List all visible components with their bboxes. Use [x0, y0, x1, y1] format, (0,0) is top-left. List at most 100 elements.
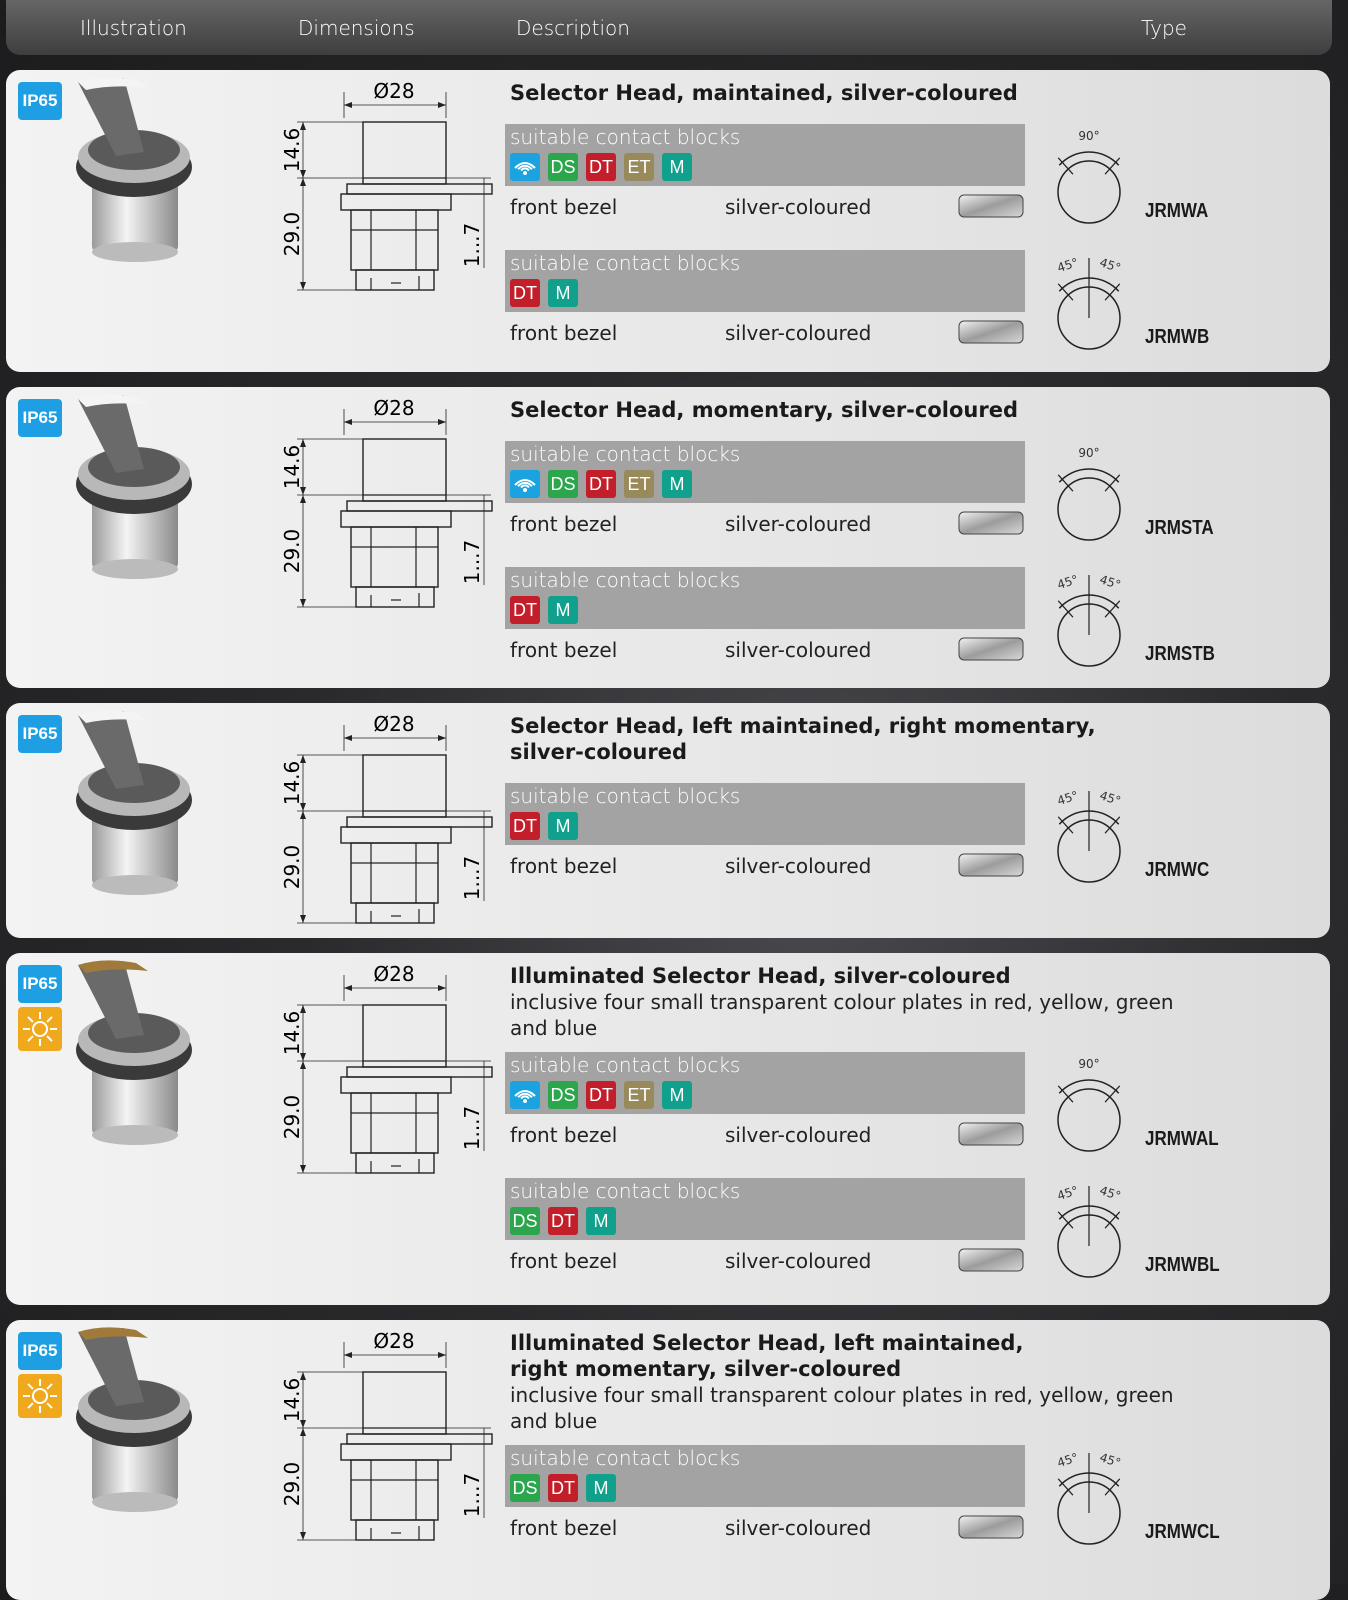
spacer: [505, 1041, 1145, 1052]
bezel-swatch: [958, 1122, 1024, 1146]
switching-angle-dial: 45° 45°: [1055, 1450, 1123, 1545]
contact-block: ET: [624, 1081, 654, 1109]
sun-core: [32, 1021, 48, 1037]
dial-arc: [1058, 468, 1120, 483]
bezel-swatch: [958, 320, 1024, 344]
sun-ray: [46, 1402, 53, 1409]
switching-angle-dial: 45° 45°: [1055, 788, 1123, 883]
photo-base: [92, 559, 178, 579]
product-note: inclusive four small transparent colour …: [510, 990, 1174, 1014]
description: Selector Head, left maintained, right mo…: [505, 713, 1209, 909]
bezel-colour: silver-coloured: [725, 854, 872, 878]
contact-box: suitable contact blocks DS DT M: [505, 1178, 1025, 1240]
bezel-colour: silver-coloured: [725, 1123, 872, 1147]
angle-label: 90°: [1078, 446, 1099, 460]
bezel-colour: silver-coloured: [725, 1249, 872, 1273]
bezel-colour: silver-coloured: [725, 1516, 872, 1540]
product-photo: [76, 960, 192, 1145]
sun-ray: [27, 1035, 34, 1042]
sun-ray: [46, 1035, 53, 1042]
dial-arc: [1058, 151, 1120, 166]
protection-badge: IP65: [18, 965, 62, 1003]
dial-tick: [1057, 1085, 1074, 1103]
contact-block: DS: [510, 1207, 540, 1235]
dimension-label: 14.6: [280, 445, 304, 490]
dimension-label: 29.0: [280, 529, 304, 574]
wave: [517, 481, 533, 487]
swatch-rect: [958, 1515, 1024, 1539]
product-title: right momentary, silver-coloured: [510, 1357, 902, 1381]
contact-blocks: DS DT M: [510, 1474, 616, 1502]
dot: [523, 171, 527, 175]
wave: [520, 484, 530, 489]
dial-tick: [1104, 157, 1121, 175]
sun-ray: [46, 1016, 53, 1023]
photo-body: [92, 499, 178, 569]
type-code: JRMWCL: [1145, 1521, 1220, 1543]
contact-label: suitable contact blocks: [510, 568, 741, 592]
dimension-label: 1...7: [460, 223, 484, 268]
photo-body: [92, 1432, 178, 1502]
dimension-label: Ø28: [373, 79, 414, 103]
column-heading: Illustration: [80, 16, 187, 40]
contact-block: M: [662, 470, 692, 498]
bezel-swatch: [958, 1248, 1024, 1272]
protection-badge: IP65: [18, 399, 62, 437]
contact-block: M: [662, 1081, 692, 1109]
contact-blocks: DT M: [510, 596, 578, 624]
dimension-label: 1...7: [460, 1473, 484, 1518]
wireless-block: [510, 1081, 540, 1109]
swatch-rect: [958, 1248, 1024, 1272]
dial-circle: [1057, 1088, 1121, 1152]
dimension-drawing: Ø28 14.6 29.0 1...7: [280, 712, 493, 924]
protection-badge: IP65: [18, 1332, 62, 1370]
contact-block: M: [662, 153, 692, 181]
dial-tick: [1104, 1085, 1121, 1103]
description: Selector Head, maintained, silver-colour…: [505, 80, 1209, 372]
drawing-outline: [355, 1152, 435, 1174]
contact-label: suitable contact blocks: [510, 1179, 741, 1203]
dimension-label: 29.0: [280, 1095, 304, 1140]
photo-knob-top: [78, 960, 148, 973]
product-panel: IP65 Ø28 14.6 29.0 1...7 Selector Head, momen…: [6, 387, 1330, 688]
dimension-drawing: Ø28 14.6 29.0 1...7: [280, 79, 493, 291]
dial-tick: [1104, 600, 1121, 618]
type-code: JRMWBL: [1145, 1254, 1220, 1276]
angle-label: 45°: [1098, 788, 1123, 808]
drawing-outline: [350, 1459, 439, 1521]
product-photo: [76, 77, 192, 262]
bezel-swatch: [958, 1515, 1024, 1539]
drawing-outline: [350, 209, 439, 271]
wave: [514, 162, 536, 169]
bezel-colour: silver-coloured: [725, 195, 872, 219]
bezel-colour: silver-coloured: [725, 512, 872, 536]
contact-box: suitable contact blocks DT M: [505, 250, 1025, 312]
dimension-drawing: Ø28 14.6 29.0 1...7: [280, 396, 493, 608]
contact-label: suitable contact blocks: [510, 1446, 741, 1470]
dimension-label: Ø28: [373, 1329, 414, 1353]
dimension-label: 29.0: [280, 1462, 304, 1507]
photo-knob: [78, 711, 144, 789]
product-panel: IP65 Ø28 14.6 29.0 1...7 Illuminated Selector…: [6, 953, 1330, 1305]
type-code: JRMWAL: [1145, 1128, 1219, 1150]
photo-body: [92, 815, 178, 885]
drawing-outline: [340, 826, 452, 844]
wave: [517, 1092, 533, 1098]
dial-tick: [1104, 474, 1121, 492]
dimension-label: 29.0: [280, 212, 304, 257]
sun-ray: [27, 1402, 34, 1409]
contact-box: suitable contact blocks DS DT ET M: [505, 124, 1025, 186]
wireless-icon: [514, 162, 536, 175]
spacer: [505, 106, 1145, 124]
contact-block: M: [548, 279, 578, 307]
dimension-label: 14.6: [280, 128, 304, 173]
wireless-icon: [514, 1090, 536, 1103]
angle-label: 90°: [1078, 129, 1099, 143]
angle-label: 90°: [1078, 1057, 1099, 1071]
product-photo: [76, 394, 192, 579]
column-heading: Dimensions: [298, 16, 415, 40]
contact-block: DT: [548, 1474, 578, 1502]
